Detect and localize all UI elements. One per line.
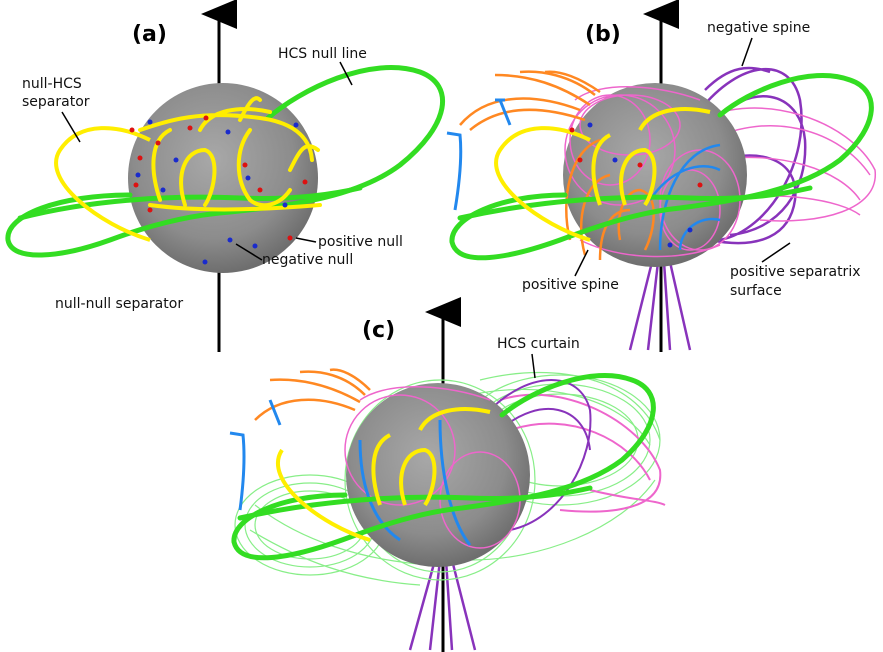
blue-lines-left-b — [446, 98, 512, 211]
purple-loops-c — [489, 379, 592, 531]
positive-nulls-a — [129, 115, 308, 241]
sun-sphere-a — [128, 83, 318, 273]
leader-negative-spine — [741, 37, 753, 67]
leader-positive-null — [295, 237, 317, 243]
yellow-loops-b — [494, 107, 711, 242]
null-hcs-separator-a — [54, 126, 151, 242]
yellow-loops-c — [276, 407, 491, 542]
positive-spine-left-b — [459, 70, 601, 131]
yellow-loops-a — [138, 96, 322, 212]
leader-null-hcs-separator — [61, 111, 81, 143]
negative-spine-b — [689, 66, 807, 245]
panel-b: (b) negative spine positive spine positi… — [446, 0, 876, 352]
label-hcs-null-line: HCS null line — [278, 46, 367, 62]
panel-label-b: (b) — [585, 22, 621, 47]
nulls-b — [569, 122, 703, 248]
panel-label-a: (a) — [132, 22, 167, 47]
leader-hcs-curtain — [531, 353, 536, 379]
label-positive-separatrix-1: positive separatrix — [730, 264, 861, 280]
label-null-null-separator: null-null separator — [55, 296, 183, 312]
blue-lines-b — [648, 143, 721, 251]
panel-c: (c) HCS curtain — [229, 297, 666, 652]
pink-right-b — [699, 107, 876, 222]
leader-positive-separatrix — [761, 242, 791, 263]
blue-lines-c — [229, 399, 472, 546]
panel-a: (a) HCS null line null-HCS separator pos… — [5, 0, 446, 352]
negative-spine-lines-b — [628, 261, 692, 351]
hcs-null-line-a-front — [17, 185, 363, 221]
hcs-null-line-b — [449, 73, 874, 261]
label-positive-null: positive null — [318, 234, 403, 250]
pink-right-c — [499, 393, 666, 513]
positive-spine-b — [565, 138, 655, 261]
negative-nulls-a — [135, 119, 299, 265]
label-positive-spine: positive spine — [522, 277, 619, 293]
orange-spines-c — [254, 368, 371, 421]
leader-negative-null — [235, 243, 263, 261]
negative-spine-lines-c — [408, 559, 477, 651]
panel-label-c: (c) — [362, 318, 395, 343]
label-null-hcs-separator-2: separator — [22, 94, 90, 110]
hcs-null-line-c — [231, 373, 656, 561]
label-null-hcs-separator-1: null-HCS — [22, 76, 82, 92]
leader-positive-spine — [574, 249, 589, 277]
label-hcs-curtain: HCS curtain — [497, 336, 580, 352]
label-negative-null: negative null — [262, 252, 353, 268]
label-negative-spine: negative spine — [707, 20, 810, 36]
label-positive-separatrix-2: surface — [730, 283, 782, 299]
leader-hcs-null-line — [339, 61, 353, 86]
